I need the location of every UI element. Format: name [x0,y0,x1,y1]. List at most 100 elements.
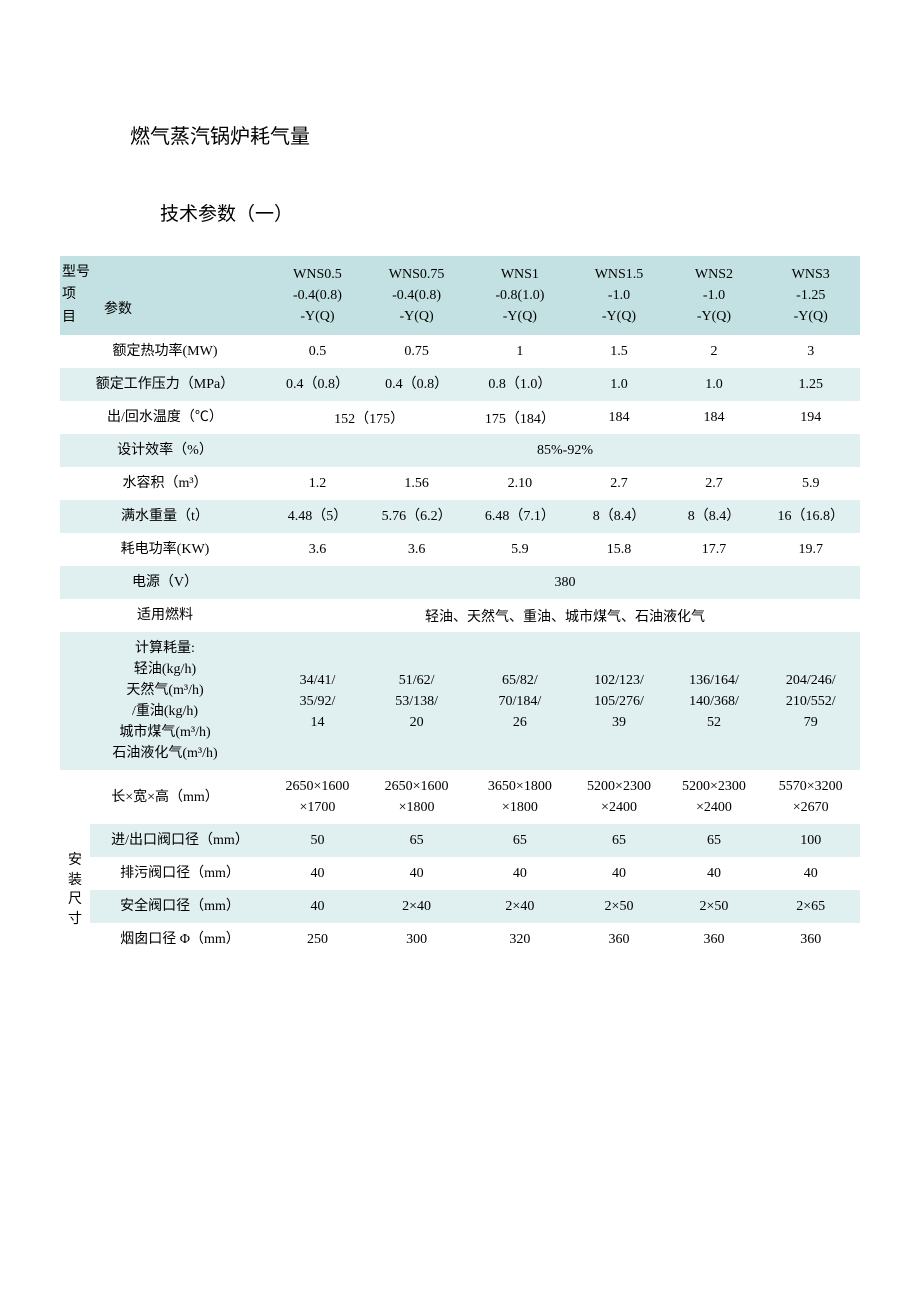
row-value: 1.0 [667,368,762,401]
model-col-0: WNS0.5 -0.4(0.8) -Y(Q) [270,256,365,335]
row-value: 4.48（5） [270,500,365,533]
row-value: 204/246/ 210/552/ 79 [761,632,860,770]
row-value: 40 [365,857,468,890]
row-value: 3.6 [365,533,468,566]
model-col-5: WNS3 -1.25 -Y(Q) [761,256,860,335]
row-value: 2×40 [468,890,571,923]
row-value: 2.7 [667,467,762,500]
row-value: 8（8.4） [667,500,762,533]
row-value: 2×50 [667,890,762,923]
row-value: 40 [572,857,667,890]
row-value: 19.7 [761,533,860,566]
row-value: 40 [270,890,365,923]
row-value: 17.7 [667,533,762,566]
table-row: 水容积（m³）1.21.562.102.72.75.9 [60,467,860,500]
row-label: 排污阀口径（mm） [90,857,270,890]
table-row: 长×宽×高（mm）2650×1600 ×17002650×1600 ×18003… [60,770,860,824]
row-value: 40 [270,857,365,890]
row-value: 184 [667,401,762,434]
row-value: 360 [667,923,762,956]
row-value: 2×40 [365,890,468,923]
row-value-full: 380 [270,566,860,599]
row-value: 65 [572,824,667,857]
install-side-label: 安 装 尺 寸 [60,824,90,956]
row-value: 3650×1800 ×1800 [468,770,571,824]
row-value: 65 [468,824,571,857]
row-value: 102/123/ 105/276/ 39 [572,632,667,770]
row-value: 360 [572,923,667,956]
row-value: 184 [572,401,667,434]
row-value: 2650×1600 ×1700 [270,770,365,824]
row-value-full: 85%-92% [270,434,860,467]
row-value: 40 [667,857,762,890]
row-value: 1 [468,335,571,368]
row-value: 0.8（1.0） [468,368,571,401]
row-value: 194 [761,401,860,434]
row-value: 175（184） [468,401,571,434]
row-value: 5.9 [761,467,860,500]
row-value: 2650×1600 ×1800 [365,770,468,824]
row-value: 1.0 [572,368,667,401]
table-row: 安全阀口径（mm）402×402×402×502×502×65 [60,890,860,923]
row-label: 设计效率（%） [60,434,270,467]
row-value: 40 [761,857,860,890]
row-value: 5.9 [468,533,571,566]
row-label: 耗电功率(KW) [60,533,270,566]
table-row: 烟囱口径 Φ（mm）250300320360360360 [60,923,860,956]
row-value-full: 轻油、天然气、重油、城市煤气、石油液化气 [270,599,860,632]
row-value: 1.2 [270,467,365,500]
model-col-2: WNS1 -0.8(1.0) -Y(Q) [468,256,571,335]
table-row: 额定热功率(MW)0.50.7511.523 [60,335,860,368]
row-value: 65 [667,824,762,857]
table-row: 出/回水温度（℃）152（175）175（184）184184194 [60,401,860,434]
row-value: 3.6 [270,533,365,566]
page-subtitle: 技术参数（一） [160,199,860,226]
row-value: 2×50 [572,890,667,923]
row-value: 5200×2300 ×2400 [572,770,667,824]
row-value: 50 [270,824,365,857]
row-label: 计算耗量: 轻油(kg/h) 天然气(m³/h) /重油(kg/h) 城市煤气(… [60,632,270,770]
row-value: 1.5 [572,335,667,368]
row-label: 水容积（m³） [60,467,270,500]
table-row: 适用燃料轻油、天然气、重油、城市煤气、石油液化气 [60,599,860,632]
row-value: 0.4（0.8） [365,368,468,401]
row-value: 0.5 [270,335,365,368]
page-title: 燃气蒸汽锅炉耗气量 [130,120,860,149]
model-col-3: WNS1.5 -1.0 -Y(Q) [572,256,667,335]
spec-table: 型号 项 目 参数 WNS0.5 -0.4(0.8) -Y(Q) WNS0.75… [60,256,860,956]
model-col-4: WNS2 -1.0 -Y(Q) [667,256,762,335]
table-row: 排污阀口径（mm）404040404040 [60,857,860,890]
row-label: 满水重量（t） [60,500,270,533]
table-row: 电源（V）380 [60,566,860,599]
row-value: 250 [270,923,365,956]
table-row: 计算耗量: 轻油(kg/h) 天然气(m³/h) /重油(kg/h) 城市煤气(… [60,632,860,770]
row-value: 6.48（7.1） [468,500,571,533]
row-label: 长×宽×高（mm） [60,770,270,824]
row-value: 65 [365,824,468,857]
hdr-corner-l3: 目 [62,307,90,329]
row-value: 40 [468,857,571,890]
model-col-1: WNS0.75 -0.4(0.8) -Y(Q) [365,256,468,335]
header-corner: 型号 项 目 参数 [60,256,270,335]
row-value: 2 [667,335,762,368]
row-value: 360 [761,923,860,956]
row-value: 2.7 [572,467,667,500]
row-label: 安全阀口径（mm） [90,890,270,923]
table-row: 额定工作压力（MPa）0.4（0.8）0.4（0.8）0.8（1.0）1.01.… [60,368,860,401]
row-label: 电源（V） [60,566,270,599]
row-value: 8（8.4） [572,500,667,533]
row-value: 320 [468,923,571,956]
row-value: 300 [365,923,468,956]
row-label: 额定工作压力（MPa） [60,368,270,401]
row-value: 5.76（6.2） [365,500,468,533]
row-value: 34/41/ 35/92/ 14 [270,632,365,770]
hdr-corner-l2: 项 [62,284,90,306]
row-value: 1.56 [365,467,468,500]
table-row: 耗电功率(KW)3.63.65.915.817.719.7 [60,533,860,566]
table-row: 设计效率（%）85%-92% [60,434,860,467]
row-value: 16（16.8） [761,500,860,533]
row-value: 65/82/ 70/184/ 26 [468,632,571,770]
table-header-row: 型号 项 目 参数 WNS0.5 -0.4(0.8) -Y(Q) WNS0.75… [60,256,860,335]
row-value: 2.10 [468,467,571,500]
row-value: 15.8 [572,533,667,566]
